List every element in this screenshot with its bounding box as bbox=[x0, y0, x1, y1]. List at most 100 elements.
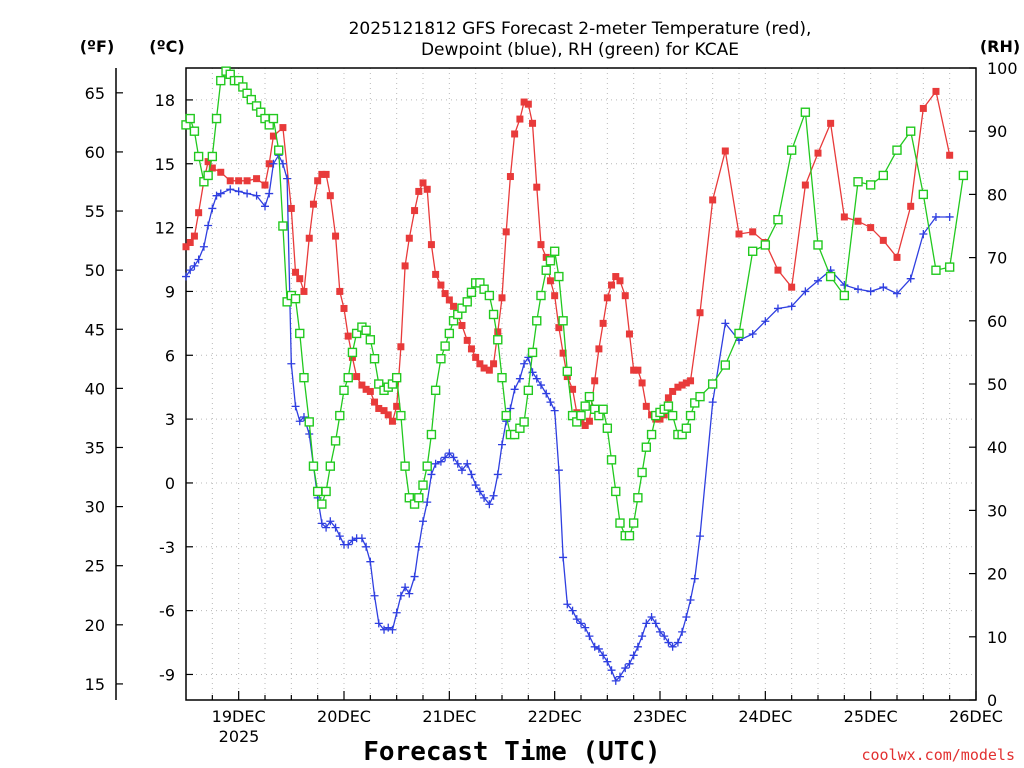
relative-humidity-point bbox=[308, 461, 319, 471]
temperature-point bbox=[401, 262, 409, 270]
temperature-point bbox=[516, 115, 524, 123]
relative-humidity-point bbox=[400, 461, 410, 471]
relative-humidity-point bbox=[404, 493, 415, 503]
dewpoint-point bbox=[660, 632, 669, 641]
relative-humidity-point bbox=[958, 170, 969, 181]
temperature-point bbox=[932, 87, 940, 95]
temperature-point bbox=[472, 353, 480, 361]
relative-humidity-point bbox=[580, 401, 590, 411]
dewpoint-point bbox=[603, 657, 612, 666]
dewpoint-point bbox=[520, 359, 529, 368]
temperature-point bbox=[603, 294, 611, 302]
temperature-point bbox=[458, 321, 466, 329]
temperature-point bbox=[595, 345, 603, 353]
temperature-point bbox=[634, 366, 642, 374]
dewpoint-point bbox=[621, 664, 630, 673]
dewpoint-point bbox=[441, 453, 450, 462]
relative-humidity-point bbox=[633, 493, 643, 503]
dewpoint-point bbox=[696, 532, 705, 541]
temperature-point bbox=[630, 366, 638, 374]
temperature-point bbox=[371, 398, 379, 406]
temperature-point bbox=[269, 132, 277, 140]
relative-humidity-point bbox=[853, 177, 863, 187]
celsius-tick-label: 15 bbox=[155, 155, 175, 174]
temperature-point bbox=[533, 183, 541, 191]
dewpoint-point bbox=[261, 202, 269, 211]
temperature-point bbox=[217, 168, 225, 176]
dewpoint-point bbox=[559, 553, 568, 562]
relative-humidity-point bbox=[501, 410, 511, 421]
tick-labels: 15 20 25 30 35 40 45 50 55 60 65 -9 -6 -3 0 3 6 9 12 15 18 0 1… bbox=[85, 59, 1018, 726]
chart-title-line-1: 2025121812 GFS Forecast 2-meter Temperat… bbox=[349, 19, 812, 39]
temperature-point bbox=[362, 385, 370, 393]
relative-humidity-point bbox=[695, 391, 705, 402]
dewpoint-point bbox=[283, 174, 292, 183]
relative-humidity-point bbox=[246, 94, 257, 105]
dewpoint-point bbox=[532, 374, 541, 383]
relative-humidity-point bbox=[606, 455, 617, 465]
temperature-point bbox=[287, 204, 295, 212]
relative-humidity-point bbox=[189, 126, 200, 136]
dewpoint-point bbox=[638, 632, 647, 641]
dewpoint-point bbox=[748, 329, 757, 338]
temperature-point bbox=[559, 349, 567, 357]
relative-humidity-point bbox=[747, 246, 758, 256]
relative-humidity-point bbox=[773, 214, 783, 225]
temperature-point bbox=[696, 309, 704, 317]
dewpoint-point bbox=[475, 487, 484, 496]
dewpoint-point bbox=[269, 159, 278, 168]
temperature-point bbox=[380, 407, 388, 415]
relative-humidity-point bbox=[479, 284, 489, 294]
dewpoint-point bbox=[866, 287, 875, 296]
temperature-point bbox=[305, 234, 313, 242]
temperature-point bbox=[919, 104, 927, 112]
relative-humidity-point bbox=[343, 372, 353, 383]
temperature-point bbox=[309, 200, 317, 208]
dewpoint-point bbox=[906, 274, 915, 283]
dewpoint-point bbox=[550, 406, 559, 415]
temperature-point bbox=[375, 404, 383, 412]
relative-humidity-point bbox=[646, 429, 657, 440]
relative-humidity-point bbox=[813, 240, 823, 250]
relative-humidity-point bbox=[330, 436, 341, 446]
dewpoint-point bbox=[642, 619, 651, 628]
temperature-point bbox=[642, 402, 650, 410]
relative-humidity-point bbox=[554, 271, 564, 282]
relative-humidity-point bbox=[273, 145, 284, 155]
temperature-point bbox=[621, 292, 629, 300]
dewpoint-line bbox=[185, 153, 950, 682]
fahrenheit-tick-label: 25 bbox=[85, 557, 105, 576]
relative-humidity-point bbox=[414, 493, 424, 503]
temperature-point bbox=[735, 230, 743, 238]
dewpoint-point bbox=[607, 666, 616, 675]
dewpoint-point bbox=[326, 517, 335, 526]
relative-humidity-point bbox=[216, 75, 226, 86]
temperature-point bbox=[441, 290, 449, 298]
dewpoint-point bbox=[199, 242, 208, 251]
temperature-point bbox=[907, 202, 915, 210]
dewpoint-point bbox=[194, 255, 203, 264]
temperature-point bbox=[529, 119, 537, 127]
relative-humidity-point bbox=[685, 410, 696, 421]
dewpoint-point bbox=[449, 453, 458, 462]
temperature-point bbox=[494, 328, 502, 336]
dewpoint-point bbox=[467, 470, 476, 479]
temperature-point bbox=[393, 402, 401, 410]
temperature-point bbox=[537, 241, 545, 249]
relative-humidity-point bbox=[369, 354, 380, 364]
temperature-point bbox=[721, 147, 729, 155]
temperature-point bbox=[616, 277, 624, 285]
temperature-point bbox=[502, 228, 510, 236]
temperature-point bbox=[498, 294, 506, 302]
rh-axis-label: (RH) bbox=[980, 37, 1020, 56]
relative-humidity-point bbox=[584, 391, 595, 402]
rh-tick-label: 60 bbox=[987, 312, 1007, 331]
relative-humidity-point bbox=[611, 486, 621, 497]
temperature-point bbox=[186, 238, 194, 246]
dewpoint-point bbox=[322, 523, 331, 532]
temperature-point bbox=[520, 98, 528, 106]
dewpoint-point bbox=[414, 542, 423, 551]
rh-tick-label: 80 bbox=[987, 185, 1007, 204]
temperature-point bbox=[788, 283, 796, 291]
dewpoint-point bbox=[761, 317, 770, 326]
